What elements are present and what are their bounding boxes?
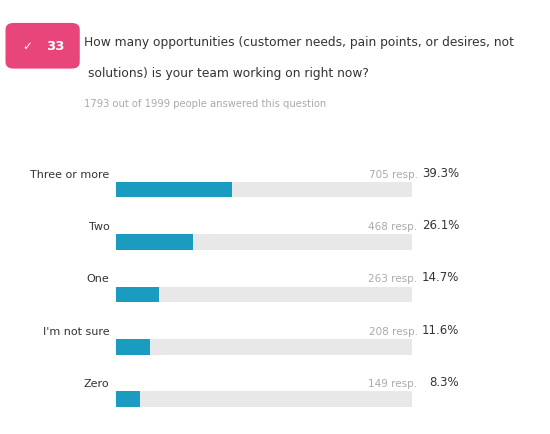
Text: How many opportunities (customer needs, pain points, or desires, not: How many opportunities (customer needs, … [84,36,514,49]
Bar [116,339,150,355]
Text: 263 resp.: 263 resp. [368,274,417,284]
Bar [116,391,140,407]
Text: 468 resp.: 468 resp. [368,221,417,231]
Text: 705 resp.: 705 resp. [368,169,417,179]
Bar [116,235,411,250]
Bar [116,339,411,355]
Text: 26.1%: 26.1% [422,218,459,231]
Text: solutions) is your team working on right now?: solutions) is your team working on right… [88,67,369,80]
Text: 11.6%: 11.6% [422,323,459,336]
Text: 14.7%: 14.7% [422,271,459,284]
Text: 33: 33 [46,40,65,53]
Text: I'm not sure: I'm not sure [43,326,109,336]
Text: 208 resp.: 208 resp. [368,326,417,336]
Bar [116,182,411,198]
Bar [116,235,193,250]
Bar [116,182,232,198]
Text: 8.3%: 8.3% [430,375,459,388]
Bar [116,287,411,302]
Bar [116,391,411,407]
Text: 149 resp.: 149 resp. [368,378,417,388]
Text: Three or more: Three or more [30,169,109,179]
Bar [116,287,159,302]
Text: ✓: ✓ [22,40,32,53]
Text: Two: Two [89,221,109,231]
Text: 1793 out of 1999 people answered this question: 1793 out of 1999 people answered this qu… [84,99,326,108]
Text: Zero: Zero [84,378,109,388]
Text: 39.3%: 39.3% [422,166,459,179]
Text: One: One [87,274,109,284]
